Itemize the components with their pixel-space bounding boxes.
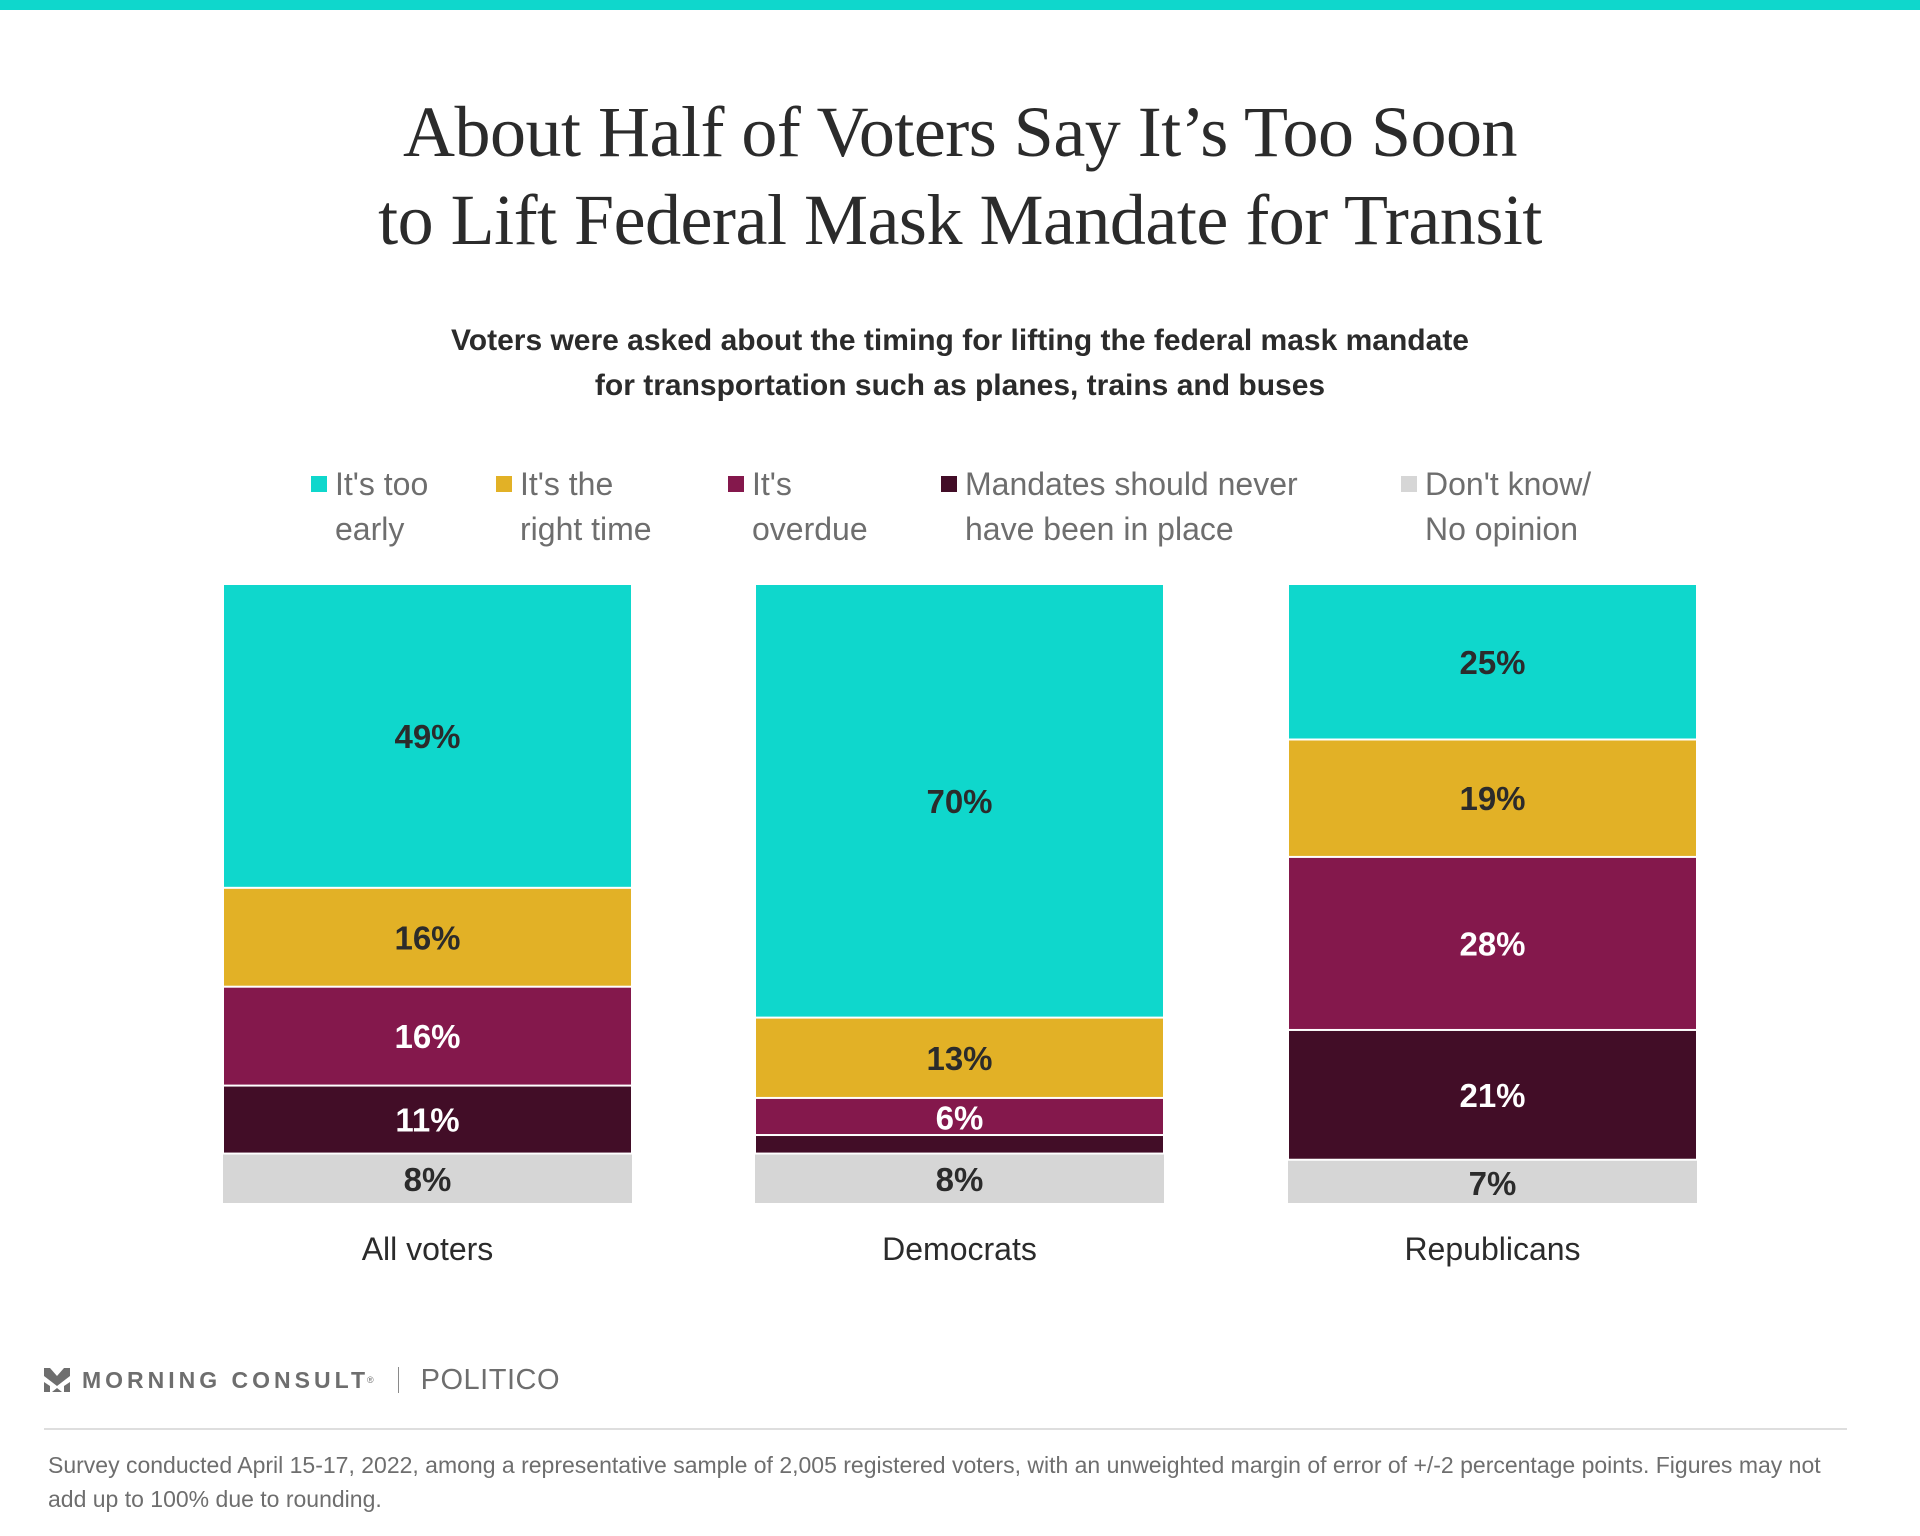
legend-label-too-early: It's too early [335, 466, 429, 547]
value-label-all-voters-it-s-too-early: 49% [394, 718, 460, 755]
segment-republicans-it-s-overdue [1289, 857, 1696, 1029]
chart-title-line-2: to Lift Federal Mask Mandate for Transit [378, 180, 1542, 260]
value-label-republicans-it-s-the-right-time: 19% [1459, 780, 1525, 817]
value-label-democrats-it-s-overdue: 6% [936, 1099, 984, 1136]
segment-democrats-it-s-the-right-time [756, 1018, 1163, 1097]
morning-consult-logo-icon [44, 1368, 70, 1392]
brand-row: MORNING CONSULT ® POLITICO [44, 1364, 560, 1396]
value-label-republicans-mandates-should-never-have-been-in-place: 21% [1459, 1077, 1525, 1114]
legend-label-right-time: It's the right time [520, 466, 652, 547]
chart-subtitle-line-2: for transportation such as planes, train… [594, 369, 1326, 402]
legend-label-dont-know: Don't know/ No opinion [1425, 466, 1592, 547]
segment-republicans-don-t-know-no-opinion [1288, 1160, 1697, 1203]
category-label-democrats: Democrats [882, 1231, 1037, 1267]
segment-all-voters-it-s-the-right-time [224, 888, 631, 986]
legend-swatch-overdue [728, 476, 744, 492]
segment-democrats-it-s-overdue [756, 1098, 1163, 1135]
value-label-democrats-it-s-the-right-time: 13% [926, 1040, 992, 1077]
footer-divider [44, 1428, 1847, 1430]
chart-subtitle: Voters were asked about the timing for l… [0, 318, 1920, 408]
segment-democrats-don-t-know-no-opinion [755, 1154, 1164, 1203]
segment-republicans-mandates-should-never-have-been-in-place [1289, 1030, 1696, 1159]
value-label-democrats-don-t-know-no-opinion: 8% [936, 1161, 984, 1198]
legend-item-dont-know: Don't know/ No opinion [1401, 462, 1591, 552]
bar-democrats: 70% 13% 6% 8% [755, 585, 1164, 1203]
segment-republicans-it-s-too-early [1289, 585, 1696, 739]
chart-subtitle-line-1: Voters were asked about the timing for l… [450, 324, 1469, 357]
chart-title: About Half of Voters Say It’s Too Soon t… [0, 88, 1920, 264]
segment-democrats-mandates-should-never-have-been-in-place [756, 1136, 1163, 1153]
legend-item-never: Mandates should never have been in place [941, 462, 1298, 552]
registered-mark: ® [367, 1375, 374, 1385]
segment-all-voters-it-s-overdue [224, 987, 631, 1085]
legend-swatch-dont-know [1401, 476, 1417, 492]
brand-separator [397, 1367, 399, 1393]
segment-republicans-it-s-the-right-time [1289, 740, 1696, 856]
value-label-all-voters-mandates-should-never-have-been-in-place: 11% [395, 1102, 459, 1139]
legend-label-overdue: It's overdue [752, 466, 868, 547]
top-accent-bar [0, 0, 1920, 10]
legend-item-too-early: It's too early [311, 462, 428, 552]
value-label-democrats-it-s-too-early: 70% [926, 783, 992, 820]
bar-all-voters: 49% 16% 16% 11% 8% [223, 585, 632, 1203]
value-label-republicans-it-s-too-early: 25% [1459, 644, 1525, 681]
legend-swatch-never [941, 476, 957, 492]
chart-title-line-1: About Half of Voters Say It’s Too Soon [403, 92, 1517, 172]
legend-item-right-time: It's the right time [496, 462, 652, 552]
value-label-all-voters-it-s-overdue: 16% [394, 1018, 460, 1055]
value-label-all-voters-it-s-the-right-time: 16% [394, 919, 460, 956]
methodology-note: Survey conducted April 15-17, 2022, amon… [48, 1452, 1821, 1512]
legend-swatch-right-time [496, 476, 512, 492]
bar-republicans: 25% 19% 28% 21% 7% [1288, 585, 1697, 1203]
politico-wordmark: POLITICO [420, 1363, 561, 1396]
segment-all-voters-it-s-too-early [224, 585, 631, 887]
legend-item-overdue: It's overdue [728, 462, 868, 552]
morning-consult-wordmark: MORNING CONSULT [82, 1366, 370, 1393]
value-label-republicans-it-s-overdue: 28% [1459, 925, 1525, 962]
segment-all-voters-don-t-know-no-opinion [223, 1154, 632, 1203]
legend-swatch-too-early [311, 476, 327, 492]
stacked-bar-chart: 49% 16% 16% 11% 8% All voters 70% 13% 6% 8% Democr… [223, 585, 1697, 1267]
value-label-republicans-don-t-know-no-opinion: 7% [1469, 1165, 1517, 1202]
segment-all-voters-mandates-should-never-have-been-in-place [224, 1086, 631, 1153]
category-label-all-voters: All voters [362, 1231, 494, 1267]
value-label-all-voters-don-t-know-no-opinion: 8% [404, 1161, 452, 1198]
segment-democrats-it-s-too-early [756, 585, 1163, 1017]
legend-label-never: Mandates should never have been in place [965, 466, 1298, 547]
category-label-republicans: Republicans [1404, 1231, 1580, 1267]
